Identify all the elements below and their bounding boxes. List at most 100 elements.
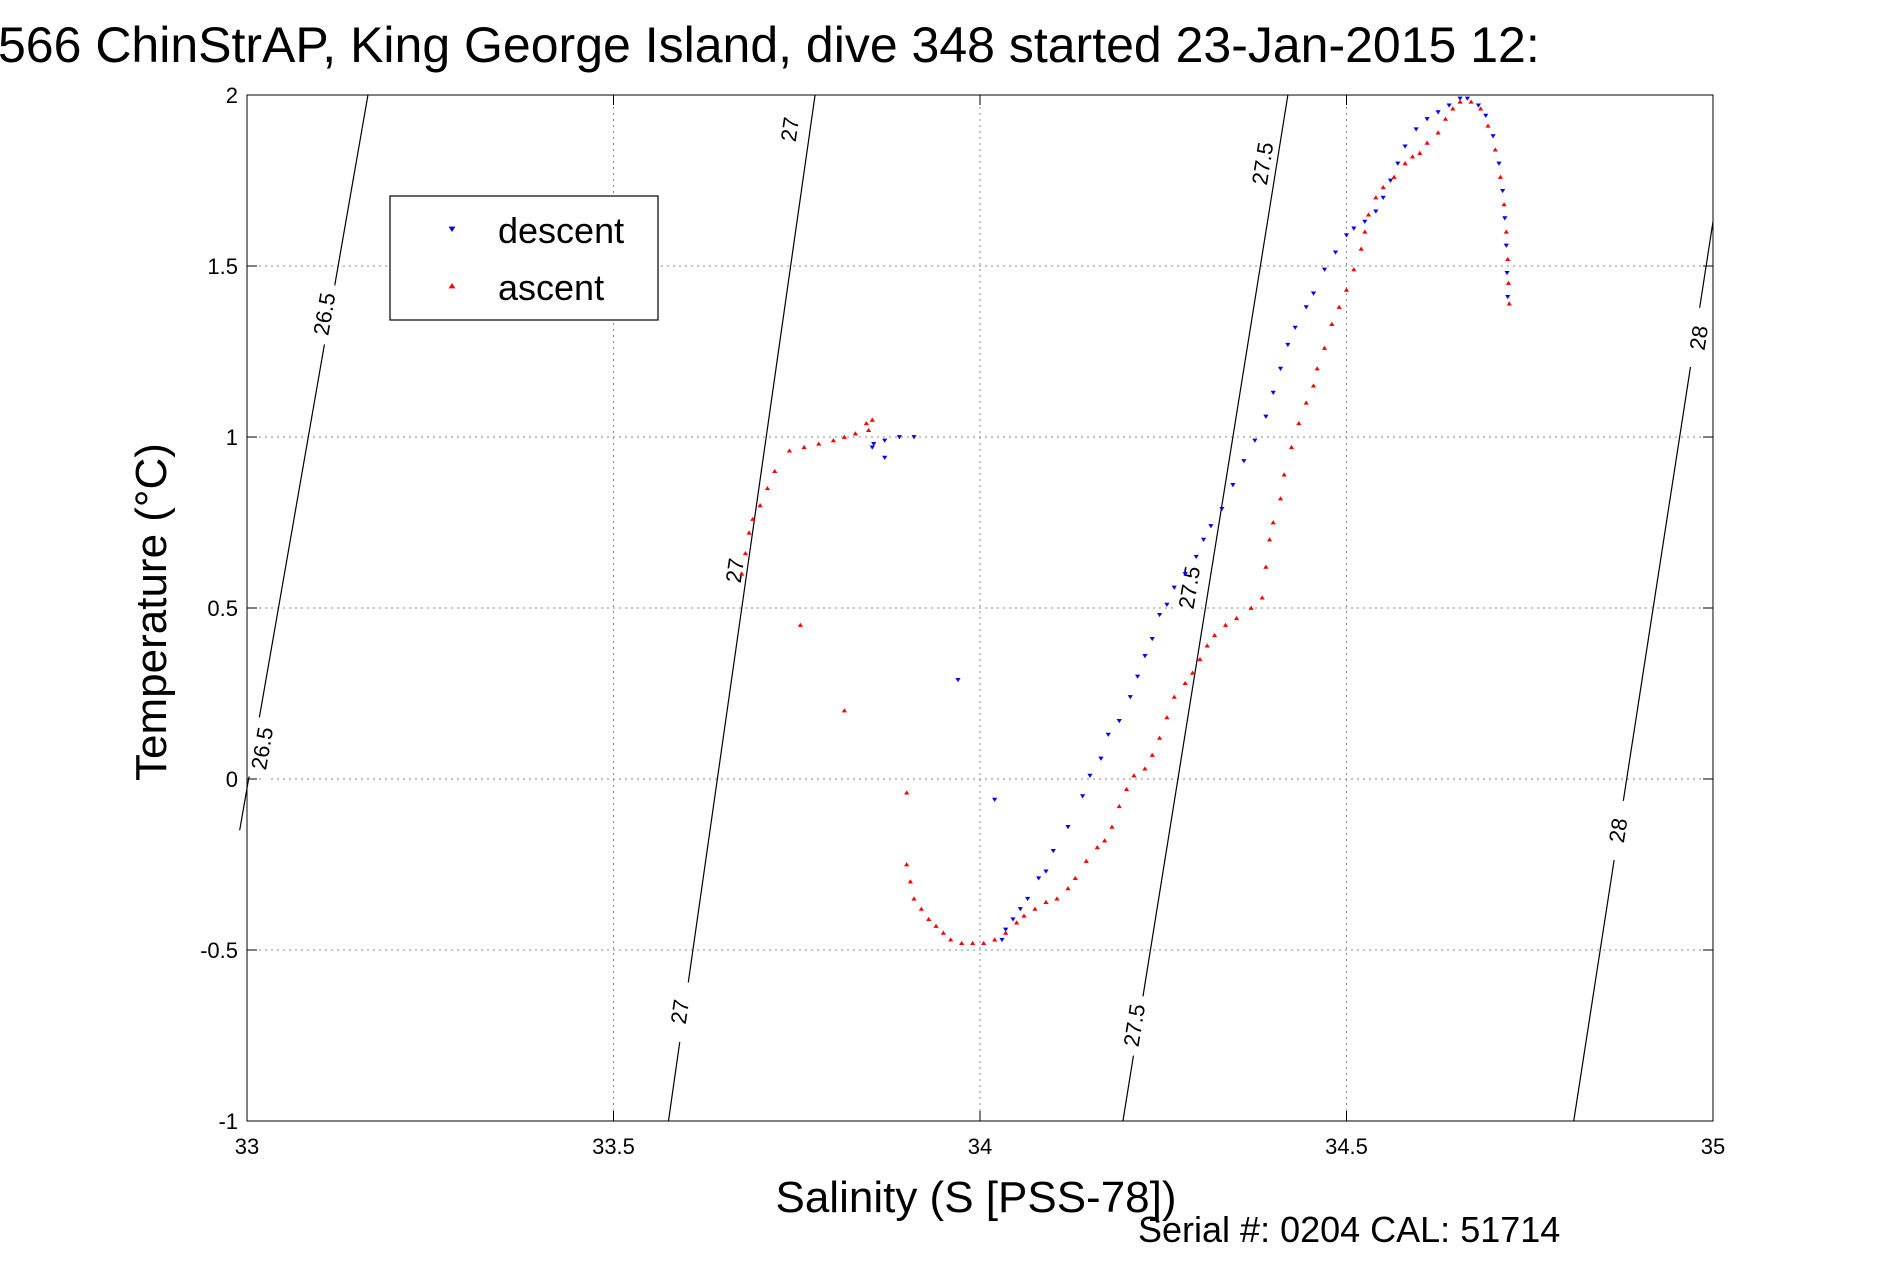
descent-point [1435, 110, 1441, 115]
ascent-point [1072, 875, 1078, 880]
ascent-point [1362, 229, 1368, 234]
ascent-point [1503, 229, 1509, 234]
descent-point [1285, 342, 1291, 347]
descent-point [1303, 305, 1309, 310]
legend-label-descent: descent [498, 210, 624, 251]
ascent-point [1021, 913, 1027, 918]
ascent-point [1365, 212, 1372, 217]
descent-point [1270, 390, 1276, 395]
descent-point [955, 678, 961, 683]
ascent-point [1083, 858, 1089, 863]
ascent-point [1266, 537, 1273, 542]
descent-point [1252, 438, 1258, 443]
ascent-point [1263, 564, 1269, 569]
descent-point [882, 455, 888, 460]
ascent-point [1222, 622, 1229, 627]
ascent-point [981, 940, 987, 945]
descent-point [1263, 414, 1269, 419]
density-contour-label-bg [719, 539, 750, 602]
descent-point [1362, 219, 1368, 224]
ascent-point [1343, 287, 1350, 292]
descent-point [1065, 825, 1071, 830]
x-axis-label: Salinity (S [PSS-78]) [775, 1173, 1176, 1222]
ascent-point [786, 448, 793, 453]
serial-cal-footer: Serial #: 0204 CAL: 51714 [1138, 1209, 1560, 1250]
ascent-point [1303, 400, 1309, 405]
descent-point [1380, 195, 1386, 200]
density-contour-label-bg [245, 716, 278, 780]
ascent-point [746, 530, 752, 535]
ascent-point [1102, 838, 1108, 843]
descent-point [1193, 554, 1199, 560]
descent-point [871, 442, 877, 447]
ascent-point [797, 622, 804, 627]
descent-point [1490, 134, 1496, 139]
ascent-point [841, 434, 847, 439]
descent-point [1464, 96, 1471, 101]
ascent-point [1156, 735, 1163, 740]
density-contour-label: 27 [776, 115, 804, 143]
legend: descent ascent [389, 195, 659, 321]
y-tick-label: -0.5 [200, 938, 238, 963]
ascent-point [841, 708, 847, 713]
legend-box [389, 195, 659, 321]
ascent-point [1314, 366, 1320, 371]
ascent-point [1450, 106, 1456, 111]
x-tick-label: 33 [235, 1134, 259, 1159]
ascent-point [742, 550, 749, 556]
x-tick-label: 35 [1701, 1134, 1725, 1159]
data-series [739, 96, 1512, 945]
ascent-point [1321, 345, 1328, 350]
ascent-point [1116, 804, 1122, 809]
ascent-point [1131, 773, 1137, 778]
descent-point [1241, 459, 1247, 464]
descent-point [1134, 674, 1141, 679]
y-tick-label: 1 [226, 425, 238, 450]
density-contour-label: 27 [721, 557, 749, 585]
ascent-point [907, 879, 913, 884]
ascent-point [904, 862, 910, 867]
descent-point [882, 438, 888, 443]
ascent-point [1358, 246, 1364, 251]
descent-point [1010, 917, 1016, 922]
series-ascent [739, 99, 1512, 945]
ascent-point [764, 485, 771, 491]
ascent-point [1054, 896, 1060, 901]
descent-point [1230, 483, 1236, 488]
ascent-point [1417, 150, 1423, 155]
ascent-point [1149, 752, 1155, 757]
ascent-point [1182, 680, 1188, 686]
ascent-point [1259, 595, 1265, 600]
density-contour-label-bg [1682, 306, 1714, 370]
ascent-point [1435, 130, 1441, 135]
ascent-point [830, 438, 836, 443]
descent-point [1321, 267, 1328, 272]
descent-point [1017, 907, 1023, 912]
descent-point [1003, 927, 1009, 932]
descent-point [1098, 756, 1104, 761]
descent-point [1036, 876, 1042, 881]
descent-point [1043, 869, 1049, 874]
ascent-point [1043, 899, 1049, 904]
y-tick-label: 0.5 [207, 596, 238, 621]
series-descent [869, 96, 1511, 943]
descent-point [1496, 161, 1502, 166]
descent-point [1387, 178, 1394, 183]
ascent-point [739, 571, 745, 576]
ascent-point [1505, 256, 1511, 261]
density-contour-label-bg [1173, 556, 1205, 619]
descent-point [1127, 695, 1133, 700]
descent-point [1502, 216, 1508, 221]
ascent-point [1485, 123, 1491, 128]
axis-ticks: 33 33.5 34 34.5 35 -1 -0.5 0 0.5 1 1.5 2 [200, 83, 1725, 1159]
descent-point [869, 445, 875, 450]
descent-point [992, 797, 998, 802]
ascent-point [948, 937, 954, 942]
descent-point [1395, 161, 1401, 166]
ascent-point [1329, 321, 1335, 326]
density-contour-label-bg [774, 97, 805, 161]
descent-point [1310, 291, 1317, 296]
ascent-point [1424, 140, 1430, 145]
ascent-point [863, 420, 869, 426]
